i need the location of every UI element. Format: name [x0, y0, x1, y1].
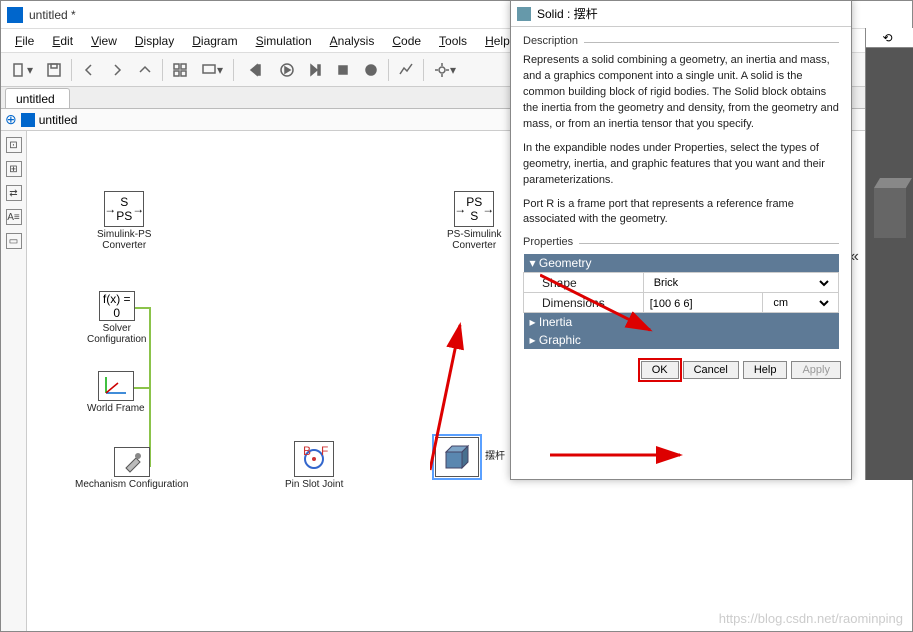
plot-button[interactable]	[393, 57, 419, 83]
menu-tools[interactable]: Tools	[431, 32, 475, 50]
properties-table: ▾ Geometry Shape Brick Dimensions cm ▸ I…	[523, 254, 839, 349]
dimensions-unit-select[interactable]: cm	[769, 296, 832, 310]
library-button[interactable]	[167, 57, 193, 83]
watermark: https://blog.csdn.net/raominping	[719, 611, 903, 626]
menu-edit[interactable]: Edit	[44, 32, 81, 50]
app-icon	[7, 7, 23, 23]
step-fwd-button[interactable]	[302, 57, 328, 83]
stop-button[interactable]	[330, 57, 356, 83]
section-geometry[interactable]: ▾ Geometry	[524, 254, 839, 273]
solid-dialog: Solid : 摆杆 Description Represents a soli…	[510, 0, 852, 480]
svg-text:F: F	[321, 445, 328, 458]
save-button[interactable]	[41, 57, 67, 83]
block-solid[interactable]: 摆杆	[435, 437, 479, 477]
scope-button[interactable]: ▾	[195, 57, 229, 83]
menu-code[interactable]: Code	[384, 32, 429, 50]
menu-diagram[interactable]: Diagram	[184, 32, 245, 50]
block-world-frame[interactable]: World Frame	[87, 371, 145, 414]
forward-button[interactable]	[104, 57, 130, 83]
menu-file[interactable]: File	[7, 32, 42, 50]
back-button[interactable]	[76, 57, 102, 83]
block-mechanism-config[interactable]: Mechanism Configuration	[75, 447, 188, 490]
breadcrumb[interactable]: untitled	[39, 113, 78, 127]
section-inertia[interactable]: ▸ Inertia	[524, 313, 839, 332]
new-button[interactable]: ▾	[5, 57, 39, 83]
block-pin-slot-joint[interactable]: BF Pin Slot Joint	[285, 441, 343, 490]
nav-enter-icon[interactable]: ⊕	[5, 111, 17, 128]
shape-label: Shape	[524, 273, 644, 293]
help-button[interactable]: Help	[743, 361, 788, 379]
up-button[interactable]	[132, 57, 158, 83]
shape-select[interactable]: Brick	[650, 276, 832, 290]
step-back-button[interactable]	[238, 57, 272, 83]
menu-display[interactable]: Display	[127, 32, 182, 50]
gutter-image-icon[interactable]: ▭	[6, 233, 22, 249]
gutter-annotation-icon[interactable]: A≡	[6, 209, 22, 225]
palette-gutter: ⊡ ⊞ ⇄ A≡ ▭	[1, 131, 27, 631]
gutter-zoom-icon[interactable]: ⊡	[6, 137, 22, 153]
menu-analysis[interactable]: Analysis	[322, 32, 383, 50]
window-title: untitled *	[29, 8, 76, 22]
description-text-1: Represents a solid combining a geometry,…	[523, 53, 839, 133]
dialog-icon	[517, 7, 531, 21]
svg-text:B: B	[303, 445, 311, 458]
model-tab[interactable]: untitled	[5, 88, 70, 108]
menu-simulation[interactable]: Simulation	[248, 32, 320, 50]
cancel-button[interactable]: Cancel	[683, 361, 739, 379]
preview-pane: ⟲ «	[865, 28, 913, 480]
dialog-button-row: OK Cancel Help Apply	[511, 355, 851, 385]
record-button[interactable]	[358, 57, 384, 83]
run-button[interactable]	[274, 57, 300, 83]
description-text-2: In the expandible nodes under Properties…	[523, 141, 839, 189]
model-icon	[21, 113, 35, 127]
apply-button[interactable]: Apply	[791, 361, 841, 379]
block-solver-config[interactable]: f(x) = 0 Solver Configuration	[87, 291, 146, 345]
dialog-title: Solid : 摆杆	[537, 5, 598, 22]
section-graphic[interactable]: ▸ Graphic	[524, 331, 839, 349]
description-text-3: Port R is a frame port that represents a…	[523, 197, 839, 229]
gear-button[interactable]: ▾	[428, 57, 462, 83]
dimensions-label: Dimensions	[524, 293, 644, 313]
refresh-icon[interactable]: ⟲	[883, 31, 897, 45]
block-sps-converter[interactable]: →S PS→ Simulink-PS Converter	[97, 191, 151, 251]
properties-label: Properties	[523, 236, 573, 248]
ok-button[interactable]: OK	[641, 361, 679, 379]
gutter-arrows-icon[interactable]: ⇄	[6, 185, 22, 201]
dialog-title-bar: Solid : 摆杆	[511, 1, 851, 27]
block-pss-converter[interactable]: →PS S→ PS-Simulink Converter	[447, 191, 501, 251]
description-label: Description	[523, 35, 578, 47]
menu-view[interactable]: View	[83, 32, 125, 50]
gutter-fit-icon[interactable]: ⊞	[6, 161, 22, 177]
preview-3d	[866, 148, 913, 268]
dimensions-input[interactable]	[650, 298, 757, 310]
